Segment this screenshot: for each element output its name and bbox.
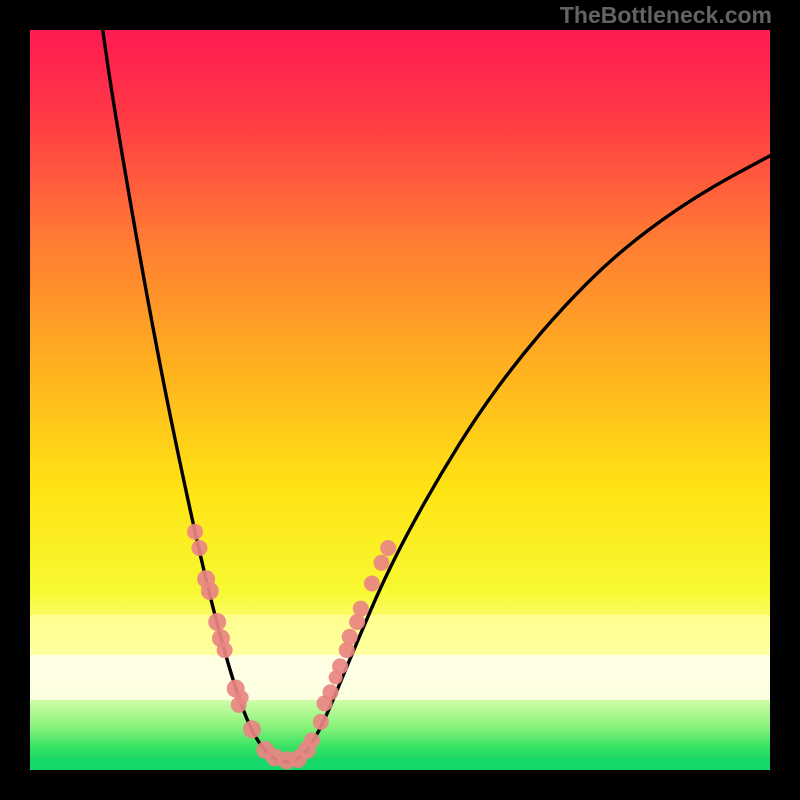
data-marker: [374, 555, 390, 571]
data-marker: [322, 684, 338, 700]
data-marker: [380, 540, 396, 556]
watermark-text: TheBottleneck.com: [560, 2, 772, 29]
data-marker: [231, 697, 247, 713]
data-marker: [339, 642, 355, 658]
data-marker: [332, 658, 348, 674]
data-marker: [304, 732, 320, 748]
data-marker: [342, 629, 358, 645]
chart-svg: [0, 0, 800, 800]
data-marker: [191, 540, 207, 556]
data-marker: [364, 576, 380, 592]
data-marker: [201, 582, 219, 600]
overlay-band-1: [30, 655, 770, 700]
overlay-band-0: [30, 615, 770, 655]
overlay-band-2: [30, 758, 770, 770]
chart-stage: TheBottleneck.com: [0, 0, 800, 800]
data-marker: [208, 613, 226, 631]
data-marker: [353, 601, 369, 617]
data-marker: [313, 714, 329, 730]
data-marker: [243, 720, 261, 738]
data-marker: [217, 642, 233, 658]
data-marker: [187, 524, 203, 540]
